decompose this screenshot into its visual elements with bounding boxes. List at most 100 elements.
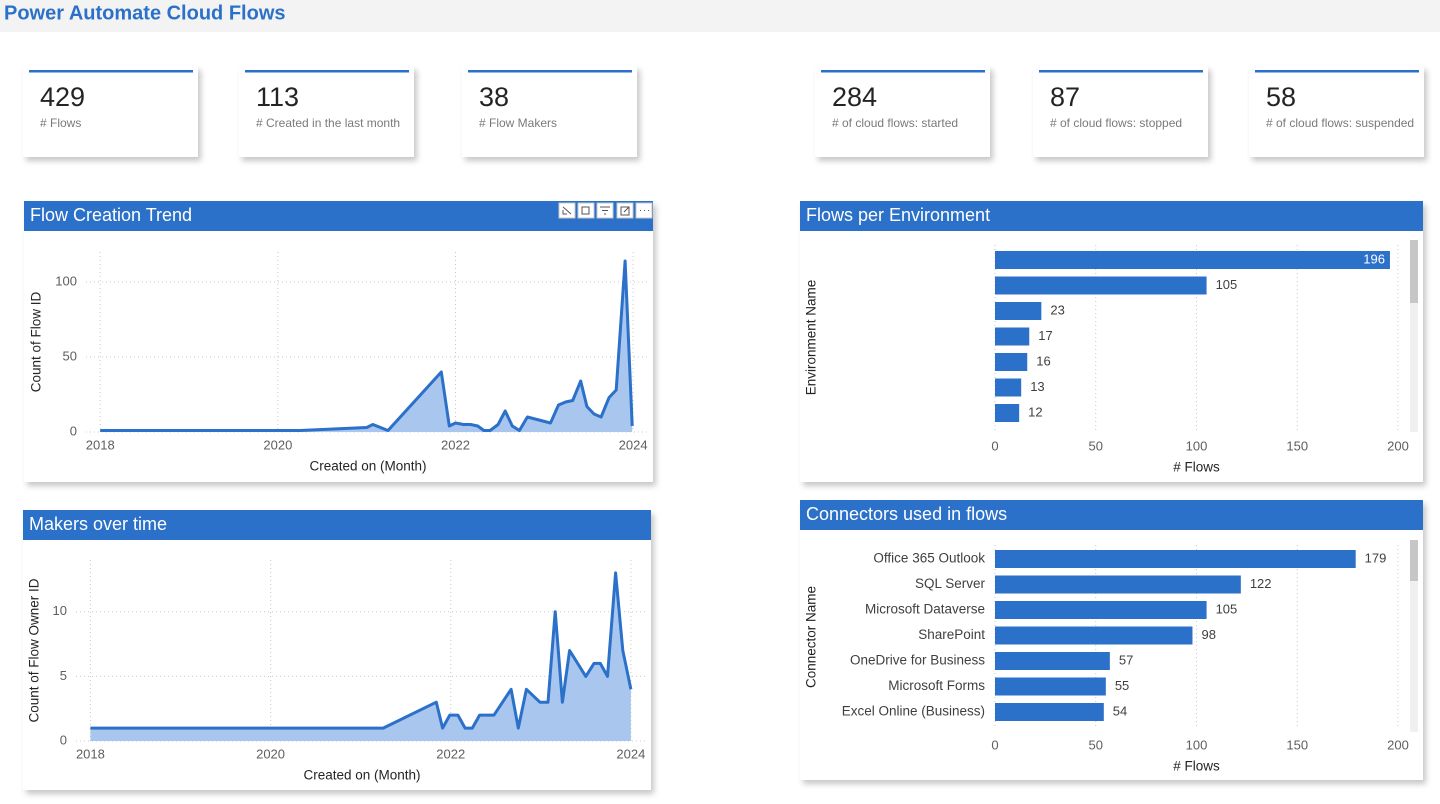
x-tick-label: 0 (991, 438, 998, 453)
kpi-card: 38 # Flow Makers (462, 66, 637, 157)
data-label: 196 (1363, 251, 1385, 266)
kpi-label: # of cloud flows: suspended (1266, 116, 1414, 130)
kpi-label: # Created in the last month (256, 116, 400, 130)
x-axis-title: Created on (Month) (309, 459, 426, 474)
chart-title: Flow Creation Trend (30, 205, 192, 225)
x-tick-label: 100 (1186, 737, 1208, 752)
x-tick-label: 2020 (263, 437, 292, 452)
x-tick-label: 150 (1286, 438, 1308, 453)
bar (995, 251, 1390, 269)
kpi-value: 429 (40, 82, 85, 112)
scrollbar-track (1410, 240, 1418, 432)
line (100, 259, 634, 432)
bar (995, 601, 1207, 619)
y-axis-title: Count of Flow Owner ID (27, 578, 42, 722)
area (90, 572, 631, 741)
kpi-value: 38 (479, 82, 509, 112)
data-label: 23 (1050, 302, 1064, 317)
card-accent (1255, 70, 1419, 73)
kpi-label: # Flows (40, 116, 81, 130)
data-label: 16 (1036, 353, 1050, 368)
y-tick-label: SharePoint (918, 627, 985, 642)
panel-header (24, 201, 653, 231)
kpi-value: 113 (256, 82, 299, 112)
x-axis-title: Created on (Month) (303, 768, 420, 783)
visual-header-icons (558, 202, 653, 219)
x-tick-label: 0 (991, 737, 998, 752)
y-tick-label: 0 (70, 423, 77, 438)
card-bg (1033, 66, 1208, 157)
kpi-card: 284 # of cloud flows: started (815, 66, 990, 157)
panel-header (800, 201, 1423, 231)
chart-title: Makers over time (29, 514, 167, 534)
y-tick-label: Microsoft Dataverse (865, 602, 985, 617)
data-label: 54 (1113, 703, 1127, 718)
kpi-card: 58 # of cloud flows: suspended (1249, 66, 1424, 157)
x-tick-label: 2022 (436, 746, 465, 761)
card-bg (23, 66, 198, 157)
x-tick-label: 50 (1089, 438, 1103, 453)
data-label: 105 (1216, 601, 1238, 616)
data-label: 55 (1115, 678, 1129, 693)
bar (995, 327, 1030, 346)
x-tick-label: 100 (1186, 438, 1208, 453)
x-tick-label: 150 (1286, 737, 1308, 752)
panel-header (23, 510, 651, 540)
x-axis-title: # Flows (1173, 759, 1220, 774)
y-tick-label: 100 (55, 273, 77, 288)
y-tick-label: 5 (60, 668, 67, 683)
panel-bg (800, 201, 1423, 482)
data-label: 98 (1201, 627, 1215, 642)
y-tick-label: 0 (60, 732, 67, 747)
card-accent (468, 70, 632, 73)
data-label: 12 (1028, 404, 1042, 419)
scrollbar-thumb (1410, 240, 1418, 303)
kpi-value: 87 (1050, 82, 1080, 112)
data-label: 179 (1365, 550, 1387, 565)
panel-bg (24, 201, 653, 482)
chart-title: Connectors used in flows (806, 504, 1007, 524)
page-title: Power Automate Cloud Flows (4, 2, 286, 24)
x-tick-label: 2018 (76, 746, 105, 761)
x-tick-label: 200 (1387, 438, 1409, 453)
bar (995, 550, 1356, 568)
chart-panel: Makers over time 0 5 10 2018 2020 2022 2024 Crea… (23, 510, 651, 790)
scrollbar-thumb (1410, 540, 1418, 581)
card-accent (821, 70, 985, 73)
kpi-label: # of cloud flows: stopped (1050, 116, 1182, 130)
x-tick-label: 50 (1089, 737, 1103, 752)
y-tick-label: 50 (63, 348, 77, 363)
chart-title: Flows per Environment (806, 205, 990, 225)
line (90, 571, 633, 730)
bar (995, 302, 1042, 320)
y-axis-title: Environment Name (804, 280, 819, 396)
scrollbar-track (1410, 540, 1418, 732)
kpi-card: 429 # Flows (23, 66, 198, 157)
chart-panel: Flows per Environment 0 50 100 150 200 196 105 2… (800, 201, 1423, 482)
panel-bg (23, 510, 651, 790)
x-tick-label: 2024 (619, 437, 648, 452)
kpi-value: 58 (1266, 82, 1296, 112)
x-tick-label: 2024 (616, 746, 645, 761)
area (100, 261, 633, 432)
y-axis-title: Count of Flow ID (29, 291, 44, 392)
data-label: 17 (1038, 328, 1052, 343)
y-axis-title: Connector Name (804, 586, 819, 688)
card-accent (1039, 70, 1203, 73)
kpi-label: # Flow Makers (479, 116, 557, 130)
data-label: 13 (1030, 379, 1044, 394)
bar (995, 575, 1241, 594)
card-bg (1249, 66, 1424, 157)
y-tick-label: Excel Online (Business) (842, 704, 985, 719)
panel-header (800, 500, 1423, 530)
kpi-label: # of cloud flows: started (832, 116, 958, 130)
kpi-card: 87 # of cloud flows: stopped (1033, 66, 1208, 157)
data-label: 105 (1216, 277, 1238, 292)
bar (995, 404, 1020, 422)
data-label: 57 (1119, 652, 1133, 667)
kpi-cards: 429 # Flows 113 # Created in the last month… (23, 66, 1424, 157)
y-tick-label: Office 365 Outlook (873, 551, 985, 566)
chart-panel: Connectors used in flows 0 50 100 150 200 179 O… (800, 500, 1423, 780)
